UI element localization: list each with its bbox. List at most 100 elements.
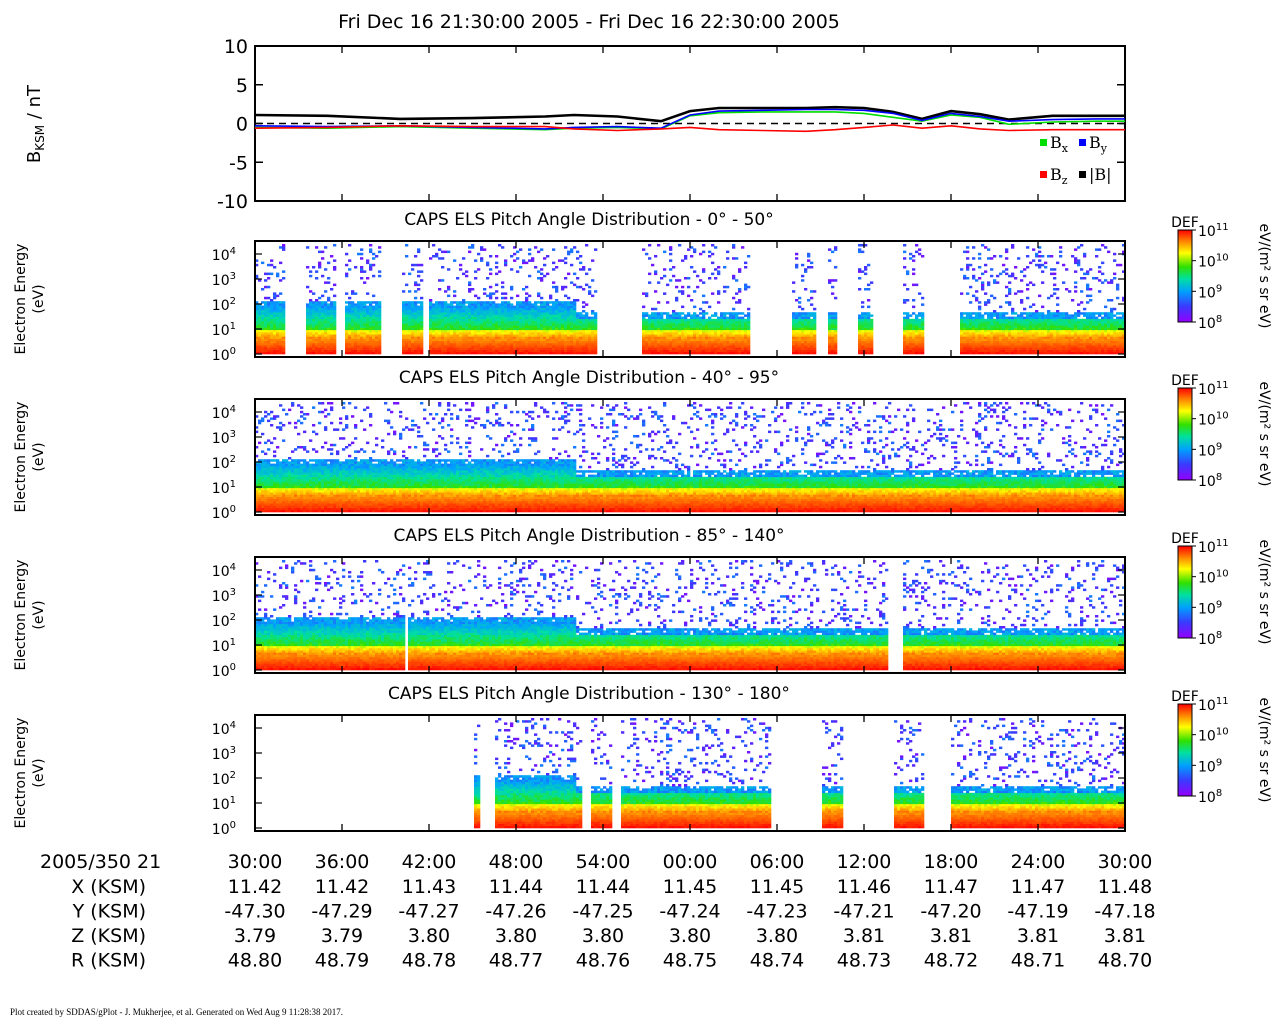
spectrogram-cell bbox=[807, 266, 811, 269]
spectrogram-cell bbox=[561, 323, 565, 326]
spectrogram-cell bbox=[414, 347, 418, 350]
spectrogram-cell bbox=[714, 329, 718, 333]
spectrogram-cell bbox=[525, 296, 529, 300]
spectrogram-cell bbox=[498, 244, 502, 247]
spectrogram-cell bbox=[1011, 345, 1015, 348]
spectrogram-cell bbox=[1071, 327, 1075, 331]
spectrogram-cell bbox=[474, 323, 478, 326]
spectrogram-cell bbox=[1071, 340, 1075, 344]
spectrogram-cell bbox=[645, 336, 649, 339]
spectrogram-cell bbox=[1017, 340, 1021, 344]
spectrogram-cell bbox=[732, 336, 736, 339]
spectrogram-cell bbox=[564, 305, 568, 309]
spectrogram-cell bbox=[1080, 325, 1084, 328]
spectrogram-cell bbox=[813, 332, 817, 335]
spectrogram-cell bbox=[555, 266, 559, 269]
spectrogram-cell bbox=[417, 301, 421, 304]
spectrogram-cell bbox=[828, 321, 832, 324]
spectrogram-cell bbox=[432, 336, 436, 339]
spectrogram-cell bbox=[684, 332, 688, 335]
spectrogram-cell bbox=[330, 255, 334, 258]
legend-label-bmag: |B| bbox=[1089, 165, 1112, 184]
spectrogram-cell bbox=[417, 316, 421, 320]
spectrogram-cell bbox=[363, 307, 367, 311]
spectrogram-cell bbox=[480, 248, 484, 251]
spectrogram-cell bbox=[1011, 329, 1015, 333]
spectrogram-cell bbox=[684, 338, 688, 342]
spectrogram-cell bbox=[273, 329, 277, 333]
spectrogram-cell bbox=[576, 338, 580, 342]
spectrogram-cell bbox=[1098, 334, 1102, 337]
spectrogram-cell bbox=[462, 347, 466, 350]
spectrogram-cell bbox=[348, 338, 352, 342]
spectrogram-cell bbox=[747, 318, 751, 322]
spectrogram-cell bbox=[261, 343, 265, 346]
spectrogram-cell bbox=[588, 323, 592, 326]
spectrogram-cell bbox=[267, 305, 271, 309]
spectrogram-cell bbox=[417, 288, 421, 291]
spectrogram-cell bbox=[669, 351, 673, 355]
spectrogram-cell bbox=[711, 244, 715, 247]
spectrogram-cell bbox=[351, 347, 355, 350]
spectrogram-cell bbox=[705, 334, 709, 337]
spectrogram-cell bbox=[315, 301, 319, 304]
spectrogram-cell bbox=[1011, 338, 1015, 342]
spectrogram-cell bbox=[975, 347, 979, 350]
spectrogram-cell bbox=[558, 340, 562, 344]
spectrogram-cell bbox=[981, 314, 985, 317]
spectrogram-cell bbox=[996, 321, 1000, 324]
spectrogram-cell bbox=[999, 314, 1003, 317]
spectrogram-cell bbox=[270, 301, 274, 304]
spectrogram-cell bbox=[372, 318, 376, 322]
spectrogram-cell bbox=[1041, 340, 1045, 344]
spectrogram-cell bbox=[747, 321, 751, 324]
spectrogram-cell bbox=[663, 323, 667, 326]
spectrogram-cell bbox=[360, 268, 364, 271]
spectrogram-cell bbox=[738, 290, 742, 293]
spectrogram-cell bbox=[1095, 312, 1099, 315]
spectrogram-cell bbox=[519, 305, 523, 309]
spectrogram-cell bbox=[1101, 327, 1105, 331]
spectrogram-cell bbox=[357, 329, 361, 333]
spectrogram-cell bbox=[441, 316, 445, 320]
spectrogram-cell bbox=[909, 336, 913, 339]
spectrogram-cell bbox=[468, 310, 472, 313]
spectrogram-cell bbox=[264, 334, 268, 337]
spectrogram-cell bbox=[831, 343, 835, 346]
spectrogram-cell bbox=[312, 316, 316, 320]
spectrogram-cell bbox=[702, 332, 706, 335]
spectrogram-cell bbox=[348, 318, 352, 322]
spectrogram-cell bbox=[495, 325, 499, 328]
spectrogram-cell bbox=[585, 332, 589, 335]
spectrogram-cell bbox=[528, 294, 532, 298]
spectrogram-cell bbox=[411, 345, 415, 348]
spectrogram-cell bbox=[708, 316, 712, 320]
spectrogram-cell bbox=[402, 290, 406, 293]
spectrogram-cell bbox=[1005, 257, 1009, 260]
spectrogram-cell bbox=[534, 332, 538, 335]
spectrogram-cell bbox=[309, 321, 313, 324]
spectrogram-cell bbox=[429, 349, 433, 353]
spectrogram-cell bbox=[1035, 336, 1039, 339]
spectrogram-cell bbox=[984, 338, 988, 342]
spectrogram-cell bbox=[429, 316, 433, 320]
spectrogram-cell bbox=[441, 323, 445, 326]
spectrogram-cell bbox=[594, 349, 598, 353]
spectrogram-cell bbox=[660, 340, 664, 344]
spectrogram-cell bbox=[369, 312, 373, 315]
spectrogram-cell bbox=[861, 336, 865, 339]
spectrogram-cell bbox=[678, 312, 682, 315]
spectrogram-cell bbox=[279, 246, 283, 249]
spectrogram-cell bbox=[990, 318, 994, 322]
spectrogram-cell bbox=[378, 329, 382, 333]
spectrogram-cell bbox=[579, 338, 583, 342]
spectrogram-cell bbox=[741, 343, 745, 346]
spectrogram-cell bbox=[1029, 343, 1033, 346]
spectrogram-cell bbox=[1056, 325, 1060, 328]
spectrogram-cell bbox=[525, 312, 529, 315]
spectrogram-cell bbox=[282, 340, 286, 344]
spectrogram-cell bbox=[276, 310, 280, 313]
spectrogram-cell bbox=[990, 345, 994, 348]
spectrogram-cell bbox=[555, 316, 559, 320]
spectrogram-cell bbox=[684, 345, 688, 348]
